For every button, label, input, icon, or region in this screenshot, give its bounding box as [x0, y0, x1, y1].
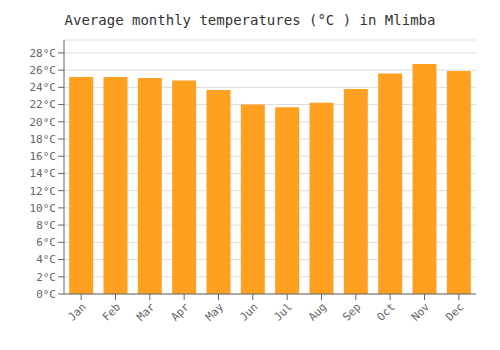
svg-text:2°C: 2°C: [36, 271, 56, 284]
svg-text:Dec: Dec: [443, 300, 466, 323]
svg-text:Aug: Aug: [306, 300, 329, 323]
svg-text:20°C: 20°C: [30, 116, 57, 129]
svg-text:Mar: Mar: [134, 300, 158, 324]
svg-text:Jun: Jun: [237, 300, 260, 323]
svg-text:Sep: Sep: [340, 300, 363, 323]
svg-text:8°C: 8°C: [36, 219, 56, 232]
svg-text:6°C: 6°C: [36, 236, 56, 249]
svg-text:May: May: [203, 300, 227, 324]
svg-text:4°C: 4°C: [36, 253, 56, 266]
html-text:Average monthly temperatures (: Average monthly temperatures (°C ) in Ml…: [64, 12, 436, 28]
svg-text:22°C: 22°C: [30, 98, 57, 111]
svg-text:14°C: 14°C: [30, 167, 57, 180]
svg-text:Oct: Oct: [375, 300, 398, 323]
svg-text:10°C: 10°C: [30, 202, 57, 215]
svg-text:28°C: 28°C: [30, 47, 57, 60]
svg-text:16°C: 16°C: [30, 150, 57, 163]
svg-text:Apr: Apr: [169, 300, 193, 324]
svg-text:Feb: Feb: [100, 300, 123, 323]
svg-text:Jul: Jul: [272, 300, 295, 323]
svg-text:0°C: 0°C: [36, 288, 56, 301]
svg-text:Nov: Nov: [409, 300, 433, 324]
svg-text:18°C: 18°C: [30, 133, 57, 146]
svg-text:12°C: 12°C: [30, 185, 57, 198]
svg-text:Jan: Jan: [66, 300, 89, 323]
svg-text:24°C: 24°C: [30, 81, 57, 94]
svg-text:26°C: 26°C: [30, 64, 57, 77]
